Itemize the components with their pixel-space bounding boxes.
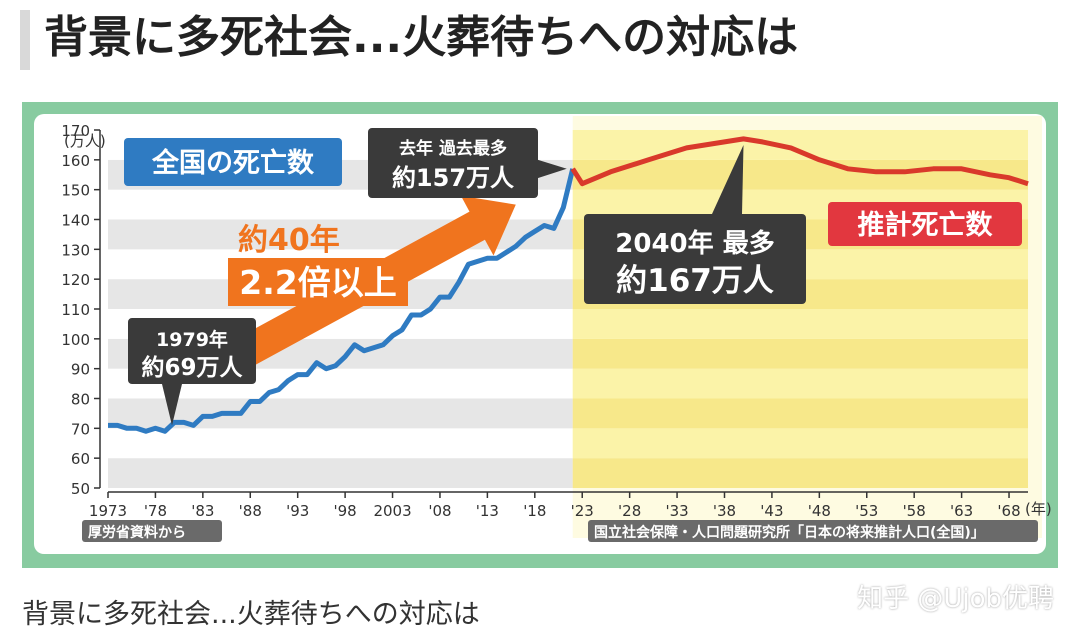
projection-label-bg	[828, 202, 1022, 246]
x-tick-label: '13	[476, 502, 499, 520]
series-actual-line	[108, 168, 576, 434]
callout-last-title: 去年 過去最多	[399, 138, 507, 159]
source-right-bg	[588, 520, 1038, 542]
y-tick-label: 80	[71, 391, 90, 409]
arrow-label-years: 約40年	[238, 223, 340, 258]
x-tick-label: '38	[713, 502, 736, 520]
source-right: 国立社会保障・人口問題研究所「日本の将来推計人口(全国)」	[594, 524, 985, 541]
deaths-line-chart: 50 60 70 80 90 100 110 120 130 140 150 160 170(万人) 19…	[34, 114, 1052, 554]
title-label-bg	[124, 138, 342, 186]
title-label: 全国の死亡数	[151, 147, 315, 179]
plot-band	[108, 458, 573, 488]
callout-2040-title: 2040年 最多	[615, 228, 774, 259]
x-tick-label: 1973	[89, 502, 127, 520]
projection-band	[572, 338, 1028, 369]
projection-band	[572, 398, 1028, 429]
x-tick-label: '88	[239, 502, 262, 520]
watermark: 知乎 @Ujob优聘	[857, 584, 1054, 614]
y-tick-label: 100	[61, 331, 90, 349]
x-tick-label: '48	[808, 502, 831, 520]
y-tick-label: 130	[61, 241, 90, 259]
y-tick-label: 170	[61, 122, 90, 140]
x-tick-label: '53	[855, 502, 878, 520]
y-tick-label: 160	[61, 152, 90, 170]
figure-caption: 背景に多死社会...火葬待ちへの対応は	[22, 599, 480, 630]
callout-last-bg	[368, 128, 538, 198]
x-tick-label: '28	[618, 502, 641, 520]
x-tick-label: '63	[950, 502, 973, 520]
projection-label: 推計死亡数	[858, 209, 994, 241]
series-projected-line	[570, 136, 1029, 187]
x-tick-label: '23	[571, 502, 594, 520]
callout-last-value: 約157万人	[392, 164, 514, 192]
projection-band	[572, 309, 1028, 339]
arrow-label-bg	[228, 258, 408, 306]
x-tick-label: '18	[523, 502, 546, 520]
callout-last-pointer	[532, 158, 567, 180]
projection-band	[572, 368, 1028, 399]
projection-band	[572, 428, 1028, 459]
y-tick-label: 120	[61, 271, 90, 289]
projection-band	[572, 130, 1028, 160]
source-left-bg	[82, 520, 222, 542]
source-left: 厚労省資料から	[88, 524, 186, 541]
y-tick-label: 110	[61, 301, 90, 319]
x-tick-label: '83	[191, 502, 214, 520]
x-tick-label: 2003	[373, 502, 411, 520]
projection-band	[572, 159, 1028, 190]
x-tick-label: '43	[760, 502, 783, 520]
x-tick-label: '08	[428, 502, 451, 520]
y-tick-label: 50	[71, 480, 90, 498]
callout-1979-pointer	[162, 384, 182, 426]
arrow-label-ratio: 2.2倍以上	[239, 263, 396, 302]
y-tick-label: 90	[71, 361, 90, 379]
chart-figure: 50 60 70 80 90 100 110 120 130 140 150 160 170 (万人) 19…	[22, 102, 1058, 568]
callout-2040-value: 約167万人	[616, 263, 774, 299]
x-unit-label: (年)	[1025, 500, 1052, 518]
projection-band	[572, 458, 1028, 488]
y-unit-label: (万人)	[64, 132, 106, 150]
x-tick-label: '33	[665, 502, 688, 520]
y-tick-label: 140	[61, 212, 90, 230]
callout-1979-value: 約69万人	[141, 354, 243, 381]
headline-accent-bar	[20, 10, 30, 70]
x-tick-label: '68	[997, 502, 1020, 520]
y-tick-label: 70	[71, 420, 90, 438]
plot-band	[108, 428, 573, 459]
x-tick-label: '78	[144, 502, 167, 520]
x-tick-label: '98	[334, 502, 357, 520]
y-tick-label: 150	[61, 182, 90, 200]
page-headline: 背景に多死社会...火葬待ちへの対応は	[44, 12, 799, 63]
callout-1979-bg	[128, 318, 256, 384]
x-tick-label: '58	[903, 502, 926, 520]
y-tick-label: 60	[71, 450, 90, 468]
x-tick-label: '93	[286, 502, 309, 520]
callout-2040-bg	[584, 214, 806, 304]
callout-1979-year: 1979年	[156, 328, 228, 351]
callout-2040-pointer	[712, 144, 744, 214]
projection-region	[572, 116, 1042, 538]
